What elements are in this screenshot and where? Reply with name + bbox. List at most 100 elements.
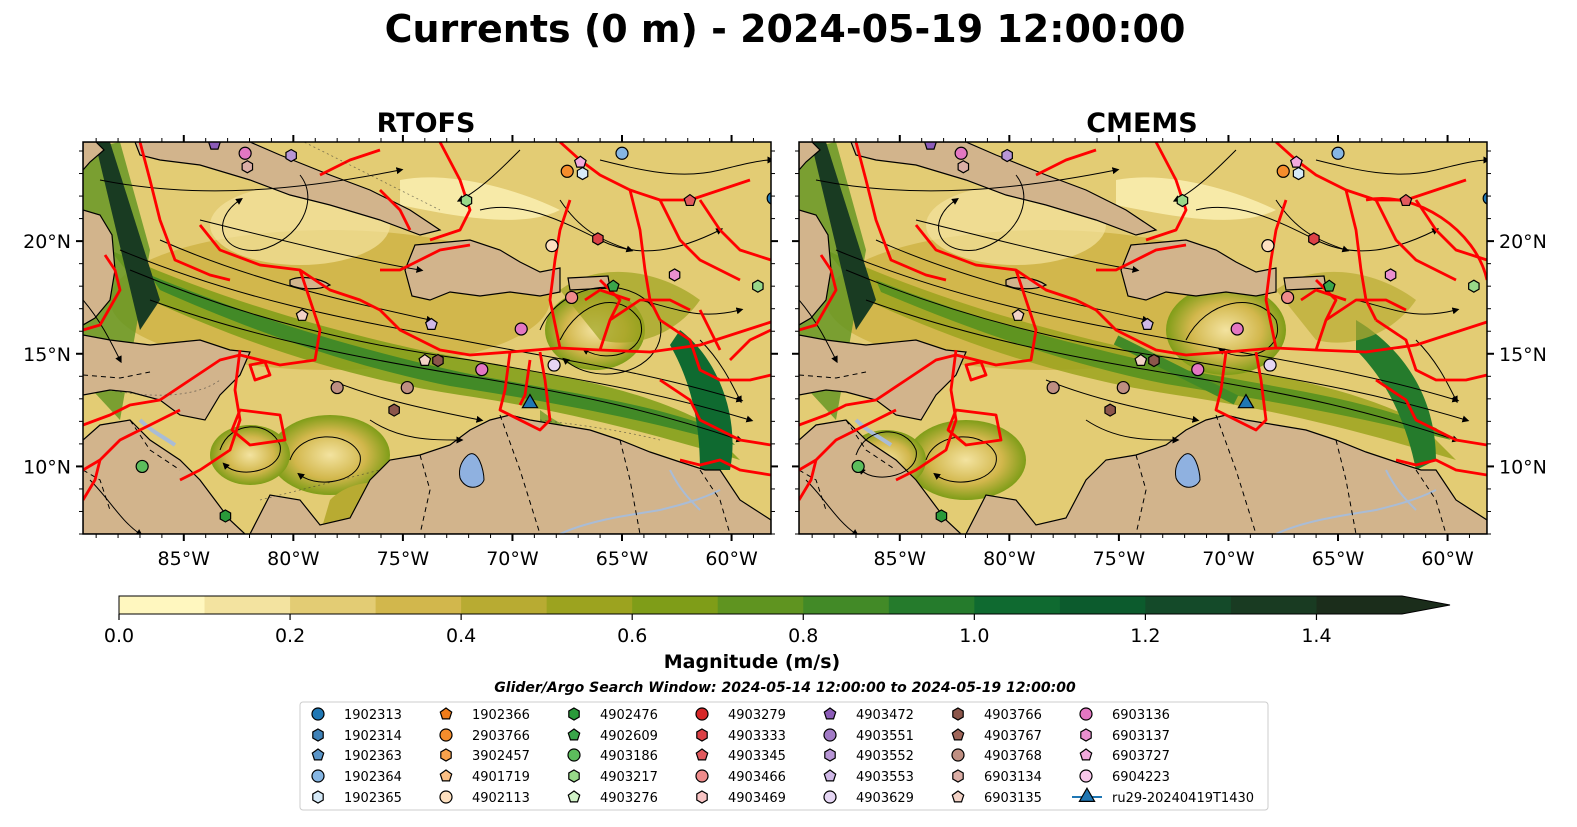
land-masses xyxy=(83,142,771,534)
legend-label: 4903767 xyxy=(984,729,1042,744)
bathymetry-contours xyxy=(109,142,661,501)
glider-markers xyxy=(1237,393,1255,409)
float-marker-6903135 xyxy=(1134,353,1148,366)
search-window-caption: Glider/Argo Search Window: 2024-05-14 12… xyxy=(494,680,1076,696)
legend-label: 4903469 xyxy=(728,791,786,806)
legend-label: 4902476 xyxy=(600,708,658,723)
legend-marker xyxy=(824,748,836,762)
axis-ticks: 85°W 80°W 75°W 70°W 65°W 60°W 10°N 15°N 20°N xyxy=(23,135,778,570)
legend-label: 1902363 xyxy=(344,749,402,764)
legend-item: 6903136 xyxy=(1079,707,1170,723)
float-marker-4903768 xyxy=(1116,380,1130,395)
legend-label: 4903279 xyxy=(728,708,786,723)
legend-item: 6903135 xyxy=(951,790,1042,806)
legend-item: 6903134 xyxy=(952,769,1042,785)
current-magnitude-field xyxy=(83,142,771,534)
x-tick-label: 70°W xyxy=(486,548,539,570)
float-marker-4903766 xyxy=(1104,403,1116,417)
x-tick-label: 85°W xyxy=(874,548,927,570)
float-marker-6903136 xyxy=(1230,322,1244,336)
float-marker-1902365 xyxy=(576,166,589,181)
legend-marker xyxy=(311,748,325,761)
legend-label: 4903553 xyxy=(856,770,914,785)
colorbar-tick-label: 1.4 xyxy=(1301,625,1331,647)
legend-label: 1902364 xyxy=(344,770,402,785)
legend-item: 3902457 xyxy=(440,748,530,764)
float-marker-6903135 xyxy=(1011,308,1025,321)
legend-marker xyxy=(952,707,964,721)
x-tick-label: 65°W xyxy=(1312,548,1365,570)
float-marker-4903345 xyxy=(683,193,697,207)
colorbar-bin xyxy=(546,596,633,614)
map-panel-cmems: 85°W 80°W 75°W 70°W 65°W 60°W 10°N 15°N 20°N xyxy=(792,135,1547,570)
legend-label: 3902457 xyxy=(472,749,530,764)
colorbar-tick-label: 1.2 xyxy=(1130,625,1160,647)
legend-marker xyxy=(568,707,580,721)
float-markers xyxy=(135,142,771,523)
legend-item: 4903217 xyxy=(568,769,658,785)
legend-label: 4902113 xyxy=(472,791,530,806)
colorbar-extend-arrow xyxy=(1402,596,1450,614)
colorbar-tick-label: 0.4 xyxy=(446,625,476,647)
x-tick-label: 80°W xyxy=(983,548,1036,570)
legend-item: 4903466 xyxy=(695,769,786,785)
legend-item: 1902366 xyxy=(439,707,530,723)
legend-item: 6903137 xyxy=(1080,728,1170,744)
float-marker-1902313 xyxy=(766,192,771,205)
legend-item: 4903279 xyxy=(695,707,786,723)
glider-markers xyxy=(521,393,539,409)
float-marker-4903766 xyxy=(388,403,400,417)
legend-label: 4903472 xyxy=(856,708,914,723)
legend-label: 4902609 xyxy=(600,729,658,744)
land-masses xyxy=(799,142,1487,534)
legend-label: 4903766 xyxy=(984,708,1042,723)
colorbar-bin xyxy=(1059,596,1146,614)
float-marker-2903766 xyxy=(560,164,574,178)
colorbar-bin xyxy=(717,596,804,614)
colorbar-tick-label: 0.6 xyxy=(617,625,647,647)
float-marker-6903136 xyxy=(514,322,528,336)
float-marker-6903134 xyxy=(241,160,254,174)
float-marker-4903768 xyxy=(1046,380,1060,395)
legend-label: 4903276 xyxy=(600,791,658,806)
y-tick-label: 15°N xyxy=(23,344,71,366)
float-marker-4903472 xyxy=(208,142,221,150)
float-marker-4902609 xyxy=(606,279,620,292)
float-marker-6903136 xyxy=(1191,362,1205,377)
colorbar-bin xyxy=(974,596,1061,614)
legend-marker xyxy=(1079,769,1093,783)
legend-label: 1902314 xyxy=(344,729,402,744)
float-marker-4903629 xyxy=(547,358,561,372)
legend-marker xyxy=(439,728,453,742)
colorbar-bin xyxy=(119,596,206,614)
legend-marker xyxy=(568,769,580,783)
legend: 1902313 1902314 1902363 1902364 1902365 19023… xyxy=(299,701,1269,811)
legend-label: 2903766 xyxy=(472,729,530,744)
float-marker-4903186 xyxy=(851,459,865,474)
float-marker-1902364 xyxy=(1331,146,1345,160)
float-marker-4903552 xyxy=(285,148,297,163)
float-marker-4903333 xyxy=(1308,232,1320,246)
legend-marker xyxy=(823,790,837,804)
legend-marker xyxy=(567,728,581,741)
glider-marker xyxy=(1237,393,1255,409)
legend-marker xyxy=(695,748,709,761)
colorbar-bin xyxy=(1316,596,1403,614)
legend-marker xyxy=(823,769,837,782)
legend-marker xyxy=(951,728,965,741)
legend-label: 6903136 xyxy=(1112,708,1170,723)
panel-title-rtofs: RTOFS xyxy=(377,108,476,139)
float-marker-4903217 xyxy=(752,279,764,293)
float-marker-4903186 xyxy=(135,459,149,474)
legend-item: 4902609 xyxy=(567,728,658,744)
legend-item: 1902314 xyxy=(312,728,402,744)
float-markers xyxy=(851,142,1487,523)
legend-item: 1902313 xyxy=(311,707,402,723)
map-panel-rtofs: 85°W 80°W 75°W 70°W 65°W 60°W 10°N 15°N 20°N xyxy=(23,135,778,570)
float-marker-4903629 xyxy=(1263,358,1277,372)
legend-item: 4902476 xyxy=(568,707,658,723)
legend-label: ru29-20240419T1430 xyxy=(1112,791,1254,806)
float-marker-4903553 xyxy=(424,317,438,330)
legend-label: 4903768 xyxy=(984,749,1042,764)
